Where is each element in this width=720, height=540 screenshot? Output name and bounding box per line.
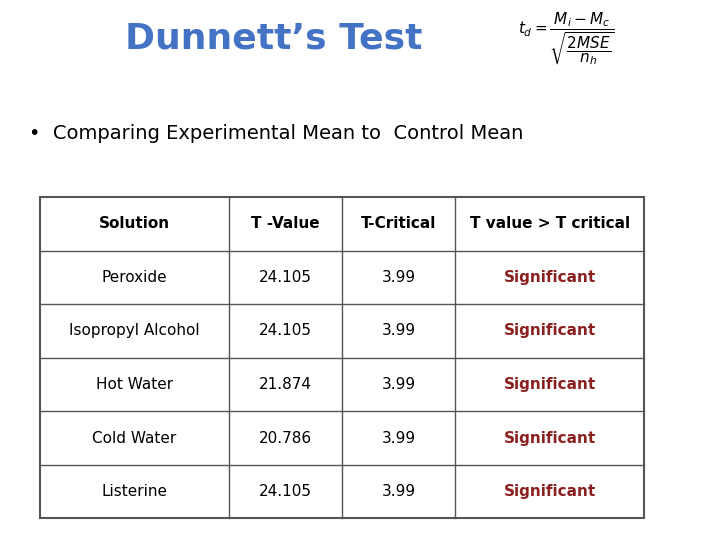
Text: 21.874: 21.874 xyxy=(258,377,312,392)
Text: T -Value: T -Value xyxy=(251,217,320,231)
Text: 20.786: 20.786 xyxy=(258,430,312,445)
Text: 24.105: 24.105 xyxy=(258,323,312,339)
Text: 3.99: 3.99 xyxy=(382,430,415,445)
Text: Significant: Significant xyxy=(504,484,596,499)
Text: Isopropyl Alcohol: Isopropyl Alcohol xyxy=(69,323,199,339)
Text: Significant: Significant xyxy=(504,270,596,285)
Text: Solution: Solution xyxy=(99,217,170,231)
Text: 24.105: 24.105 xyxy=(258,484,312,499)
Text: Cold Water: Cold Water xyxy=(92,430,176,445)
Text: $t_d = \dfrac{M_i - M_c}{\sqrt{\dfrac{2MSE}{n_h}}}$: $t_d = \dfrac{M_i - M_c}{\sqrt{\dfrac{2M… xyxy=(518,11,616,67)
Bar xyxy=(40,197,644,518)
Text: Significant: Significant xyxy=(504,430,596,445)
Text: 3.99: 3.99 xyxy=(382,270,415,285)
Text: T-Critical: T-Critical xyxy=(361,217,436,231)
Text: Listerine: Listerine xyxy=(101,484,167,499)
Text: Significant: Significant xyxy=(504,323,596,339)
Text: Significant: Significant xyxy=(504,377,596,392)
Text: Dunnett’s Test: Dunnett’s Test xyxy=(125,22,423,56)
Text: 3.99: 3.99 xyxy=(382,377,415,392)
Text: 3.99: 3.99 xyxy=(382,323,415,339)
Text: Peroxide: Peroxide xyxy=(102,270,167,285)
Text: •  Comparing Experimental Mean to  Control Mean: • Comparing Experimental Mean to Control… xyxy=(29,124,523,143)
Text: Hot Water: Hot Water xyxy=(96,377,173,392)
Text: 24.105: 24.105 xyxy=(258,270,312,285)
Text: T value > T critical: T value > T critical xyxy=(470,217,630,231)
Text: 3.99: 3.99 xyxy=(382,484,415,499)
